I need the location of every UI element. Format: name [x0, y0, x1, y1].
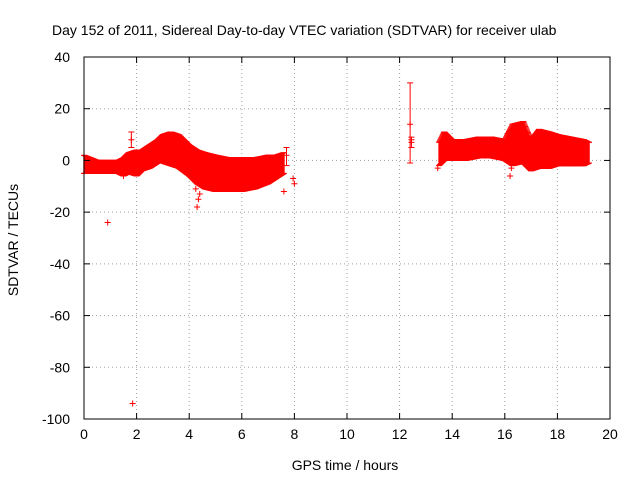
y-tick-label: 0: [62, 152, 70, 168]
y-tick-label: -40: [50, 256, 70, 272]
x-tick-label: 4: [185, 426, 193, 442]
data-point: [283, 152, 290, 159]
data-point: [192, 185, 199, 192]
data-point: [104, 219, 111, 226]
x-tick-label: 2: [133, 426, 141, 442]
plot-data: [81, 82, 592, 407]
data-point: [195, 196, 202, 203]
axis-ticks: [83, 56, 611, 420]
data-point: [196, 191, 203, 198]
x-tick-labels: 0 2 4 6 8 10 12 14 16 18 20: [80, 426, 618, 442]
x-tick-label: 12: [392, 426, 408, 442]
y-tick-label: -100: [42, 411, 70, 427]
data-point: [194, 203, 201, 210]
data-point: [120, 172, 127, 179]
x-tick-label: 20: [602, 426, 618, 442]
y-tick-label: -20: [50, 204, 70, 220]
x-tick-label: 18: [550, 426, 566, 442]
data-point: [434, 165, 441, 172]
data-point: [507, 172, 514, 179]
grid-lines: [84, 57, 610, 419]
y-axis-label: SDTVAR / TECUs: [5, 184, 21, 296]
data-point: [290, 175, 297, 182]
x-tick-label: 6: [238, 426, 246, 442]
data-point: [129, 400, 136, 407]
data-point: [407, 121, 414, 128]
data-point: [507, 160, 514, 167]
data-point: [134, 167, 141, 174]
error-bar-band: [81, 131, 287, 192]
data-point: [128, 136, 135, 143]
data-point: [408, 136, 415, 143]
x-tick-label: 0: [80, 426, 88, 442]
y-tick-label: 20: [54, 101, 70, 117]
y-tick-label: -60: [50, 308, 70, 324]
x-tick-label: 14: [444, 426, 460, 442]
x-tick-label: 8: [291, 426, 299, 442]
y-tick-label: 40: [54, 49, 70, 65]
x-axis-label: GPS time / hours: [292, 457, 399, 473]
data-point: [280, 188, 287, 195]
y-tick-label: -80: [50, 359, 70, 375]
error-bar-band: [436, 121, 592, 172]
data-point: [508, 165, 515, 172]
x-tick-label: 10: [339, 426, 355, 442]
y-tick-labels: -100 -80 -60 -40 -20 0 20 40: [42, 49, 70, 427]
data-point: [291, 180, 298, 187]
chart-title: Day 152 of 2011, Sidereal Day-to-day VTE…: [52, 22, 557, 38]
x-tick-label: 16: [497, 426, 513, 442]
